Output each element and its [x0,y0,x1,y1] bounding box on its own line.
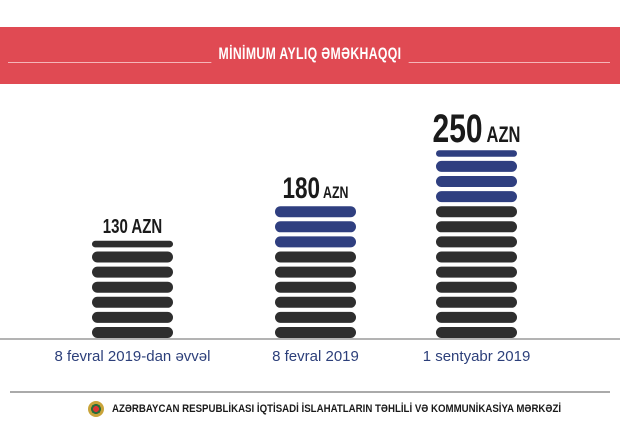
bar-segment [275,281,356,293]
bar-segment [436,266,517,278]
value-label: 130 AZN [103,215,162,238]
bar-segment [275,296,356,308]
bar-segment [436,327,517,338]
bar-segment [436,251,517,263]
bar-segment [275,206,356,218]
bar-segment [92,240,173,248]
bar-segment [275,236,356,248]
emblem-icon [88,401,104,417]
bar-segment [92,251,173,263]
category-label: 8 fevral 2019-dan əvvəl [55,348,211,365]
bar-segment [436,236,517,248]
chart-title-text: MİNİMUM AYLIQ ƏMƏKHAQQI [211,44,409,63]
bar-segment [436,150,517,157]
category-label: 1 sentyabr 2019 [423,348,531,365]
bar-segment [436,176,517,187]
bar-segment [92,296,173,308]
footer: AZƏRBAYCAN RESPUBLİKASI İQTİSADİ İSLAHAT… [88,401,620,417]
title-banner: MİNİMUM AYLIQ ƏMƏKHAQQI [0,27,620,84]
value-label: 180 AZN [283,171,349,205]
bar-segment [436,221,517,233]
bar-segment [436,191,517,203]
value-label: 250 AZN [433,107,521,151]
bar-segment [92,327,173,338]
bar-segment [436,311,517,323]
organization-name: AZƏRBAYCAN RESPUBLİKASI İQTİSADİ İSLAHAT… [112,403,562,415]
category-label: 8 fevral 2019 [272,348,359,365]
bar-segment [436,296,517,308]
chart-title: MİNİMUM AYLIQ ƏMƏKHAQQI [87,44,533,64]
bar-segment [275,251,356,263]
bar-segment [92,281,173,293]
bar-segment [436,160,517,172]
bar-segment [436,206,517,218]
bar-segment [275,327,356,338]
bar-segment [275,266,356,278]
bar-segment [275,221,356,233]
bar-segment [92,266,173,278]
bar-segment [436,281,517,293]
bar-segment [275,311,356,323]
bar-segment [92,311,173,323]
